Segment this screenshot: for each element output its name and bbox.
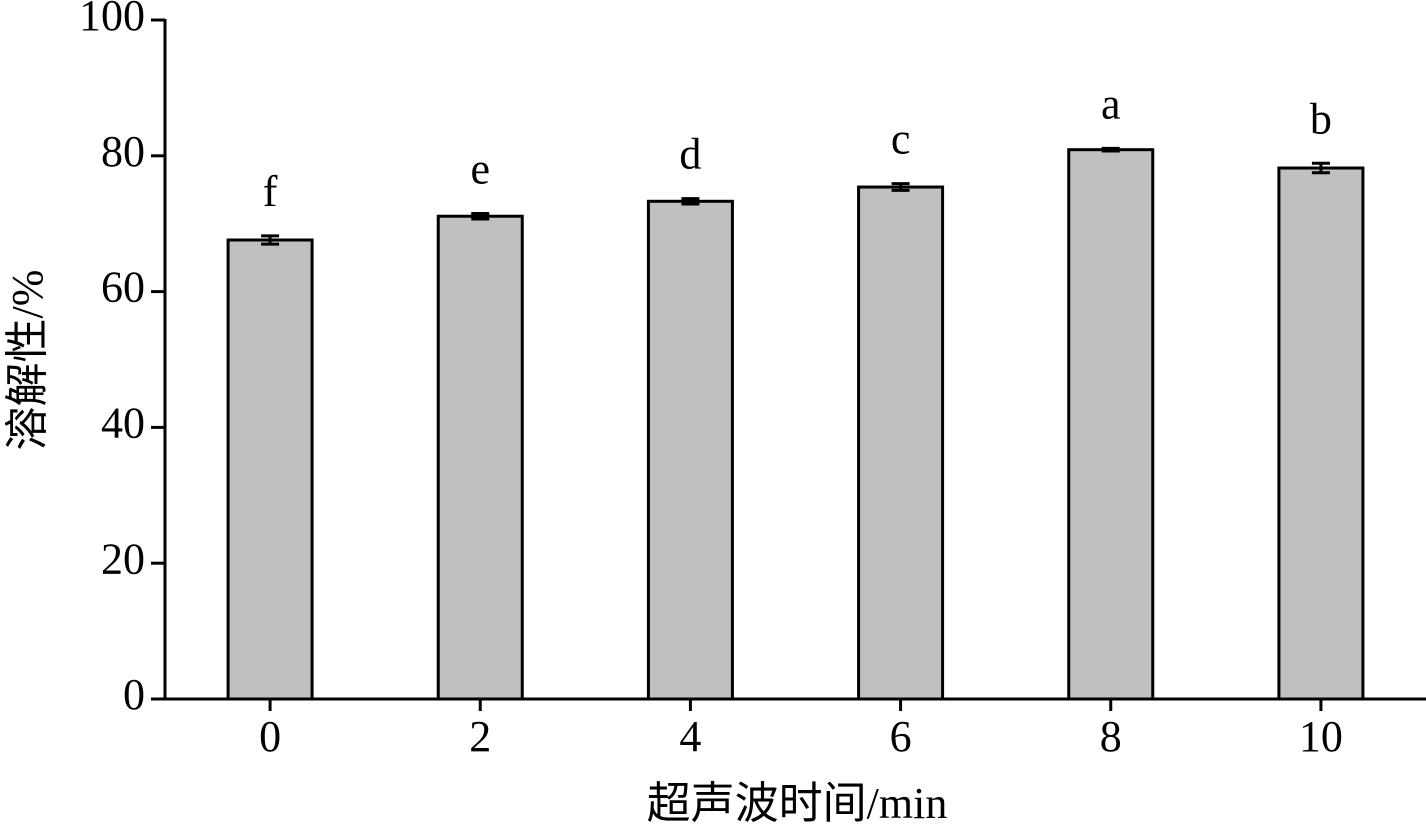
x-tick-label: 6 (890, 712, 912, 761)
bar (1067, 148, 1155, 701)
significance-label: b (1310, 94, 1332, 143)
bar (857, 185, 945, 701)
y-tick-label: 0 (123, 670, 145, 719)
y-tick-label: 100 (79, 0, 145, 40)
y-axis-label: 溶解性/% (3, 270, 52, 451)
y-tick-label: 60 (101, 263, 145, 312)
bar (646, 199, 734, 701)
bar (226, 238, 314, 701)
bar (1277, 166, 1365, 701)
significance-label: f (263, 167, 278, 216)
significance-label: e (470, 145, 490, 194)
error-bar (681, 197, 700, 206)
x-tick-label: 8 (1100, 712, 1122, 761)
x-tick-label: 0 (259, 712, 281, 761)
x-tick-label: 10 (1299, 712, 1343, 761)
y-tick-label: 40 (101, 398, 145, 447)
x-tick-label: 4 (679, 712, 701, 761)
error-bar (471, 212, 490, 221)
bar (436, 214, 524, 701)
y-tick-label: 80 (101, 127, 145, 176)
error-bar (261, 234, 280, 246)
error-bar (1101, 146, 1120, 153)
x-tick-label: 2 (469, 712, 491, 761)
significance-label: d (679, 130, 701, 179)
significance-label: a (1101, 79, 1121, 128)
significance-label: c (891, 115, 911, 164)
y-tick-label: 20 (101, 534, 145, 583)
error-bar (891, 182, 910, 192)
x-axis-label: 超声波时间/min (647, 779, 948, 828)
error-bar (1311, 161, 1330, 175)
